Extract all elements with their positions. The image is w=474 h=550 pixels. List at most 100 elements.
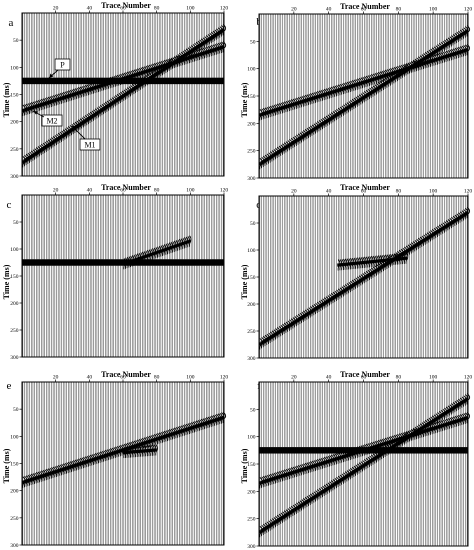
x-tick-label: 40	[326, 189, 332, 195]
x-tick-label: 100	[429, 7, 438, 13]
wavelet-core	[272, 476, 275, 481]
wavelet-core	[387, 79, 390, 83]
wavelet-core	[363, 260, 366, 264]
wavelet-core	[436, 416, 439, 420]
wavelet-core	[305, 98, 308, 102]
wavelet-core	[354, 451, 357, 455]
wavelet	[45, 77, 48, 85]
wavelet-core	[300, 315, 303, 320]
wavelet-core	[453, 218, 456, 223]
wavelet-core	[387, 258, 390, 262]
wavelet-core	[97, 456, 100, 460]
wavelet-core	[415, 429, 418, 433]
x-tick-label: 80	[396, 189, 402, 195]
wavelet	[319, 447, 322, 454]
wavelet-core	[408, 66, 411, 70]
wavelet	[274, 447, 277, 454]
wavelet-core	[50, 471, 53, 475]
wavelet	[269, 447, 272, 454]
wavelet-core	[464, 416, 467, 420]
wavelet	[65, 77, 68, 85]
wavelet-core	[281, 147, 284, 151]
y-tick-label: 200	[10, 301, 19, 307]
wavelet-core	[429, 420, 432, 424]
wavelet-core	[48, 100, 51, 104]
wavelet	[70, 77, 73, 85]
wavelet-core	[366, 273, 369, 278]
wavelet-core	[316, 305, 319, 310]
wavelet-core	[190, 55, 193, 59]
wavelet-core	[410, 246, 413, 250]
wavelet-core	[156, 437, 159, 441]
wavelet-core	[305, 312, 308, 316]
wavelet-core	[434, 49, 437, 53]
wavelet	[347, 447, 350, 454]
wavelet-core	[399, 439, 402, 443]
wavelet-core	[102, 107, 105, 111]
x-tick-label: 60	[120, 188, 126, 194]
wavelet	[58, 77, 61, 85]
wavelet-core	[321, 302, 324, 306]
wavelet-core	[166, 433, 169, 438]
wavelet-core	[278, 107, 281, 111]
wavelet-core	[127, 450, 130, 454]
wavelet-core	[370, 458, 373, 462]
wavelet	[193, 259, 196, 266]
panel-c: Trace Number Time (ms) c 20 40 60 80 100 120 5…	[2, 183, 228, 361]
wavelet-core	[462, 213, 465, 217]
wavelet-core	[291, 508, 294, 513]
wavelet-core	[307, 311, 310, 315]
wavelet-core	[180, 429, 183, 433]
wavelet-core	[309, 97, 312, 101]
wavelet	[462, 447, 465, 454]
wavelet-core	[28, 478, 31, 482]
wavelet-core	[143, 255, 146, 259]
wavelet-core	[99, 109, 102, 113]
wavelet	[271, 447, 274, 454]
x-tick-label: 40	[87, 375, 93, 381]
wavelet	[195, 259, 198, 266]
wavelet-core	[298, 100, 301, 104]
wavelet-core	[116, 98, 119, 102]
wavelet-core	[260, 161, 263, 165]
wavelet-core	[126, 91, 129, 95]
wavelet-core	[129, 450, 132, 454]
wavelet-core	[139, 256, 142, 260]
wavelet-core	[309, 497, 312, 502]
wavelet-core	[386, 441, 389, 445]
wavelet-core	[359, 449, 362, 453]
wavelet-core	[440, 424, 443, 428]
wavelet-core	[384, 441, 387, 446]
wavelet-core	[372, 457, 375, 461]
wavelet-core	[30, 106, 33, 110]
wavelet-core	[75, 124, 78, 128]
wavelet-core	[218, 30, 221, 34]
wavelet-core	[419, 240, 422, 245]
wavelet-core	[450, 421, 453, 425]
wavelet-core	[119, 449, 122, 453]
wavelet-core	[403, 435, 406, 440]
wavelet-core	[366, 460, 369, 465]
wavelet-core	[164, 65, 167, 70]
wavelet-core	[276, 519, 279, 523]
wavelet-core	[389, 78, 392, 82]
wavelet-core	[286, 104, 289, 108]
wavelet-core	[198, 423, 201, 427]
wavelet	[325, 447, 328, 454]
wavelet-core	[265, 525, 268, 529]
wavelet-core	[394, 438, 397, 442]
wavelet-core	[193, 47, 196, 51]
wavelet-core	[406, 248, 409, 252]
wavelet-core	[106, 104, 109, 108]
wavelet-core	[459, 401, 462, 406]
wavelet-core	[366, 447, 369, 451]
panel-d: Trace Number Time (ms) d 204060801001205…	[240, 183, 472, 362]
wavelet	[210, 77, 213, 85]
wavelet-core	[373, 259, 376, 263]
wavelet-core	[380, 265, 383, 269]
wavelet-core	[175, 431, 178, 435]
wavelet	[186, 77, 189, 85]
wavelet-core	[408, 247, 411, 251]
wavelet-core	[352, 469, 355, 474]
panel-e-ylabel: Time (ms)	[2, 448, 11, 483]
